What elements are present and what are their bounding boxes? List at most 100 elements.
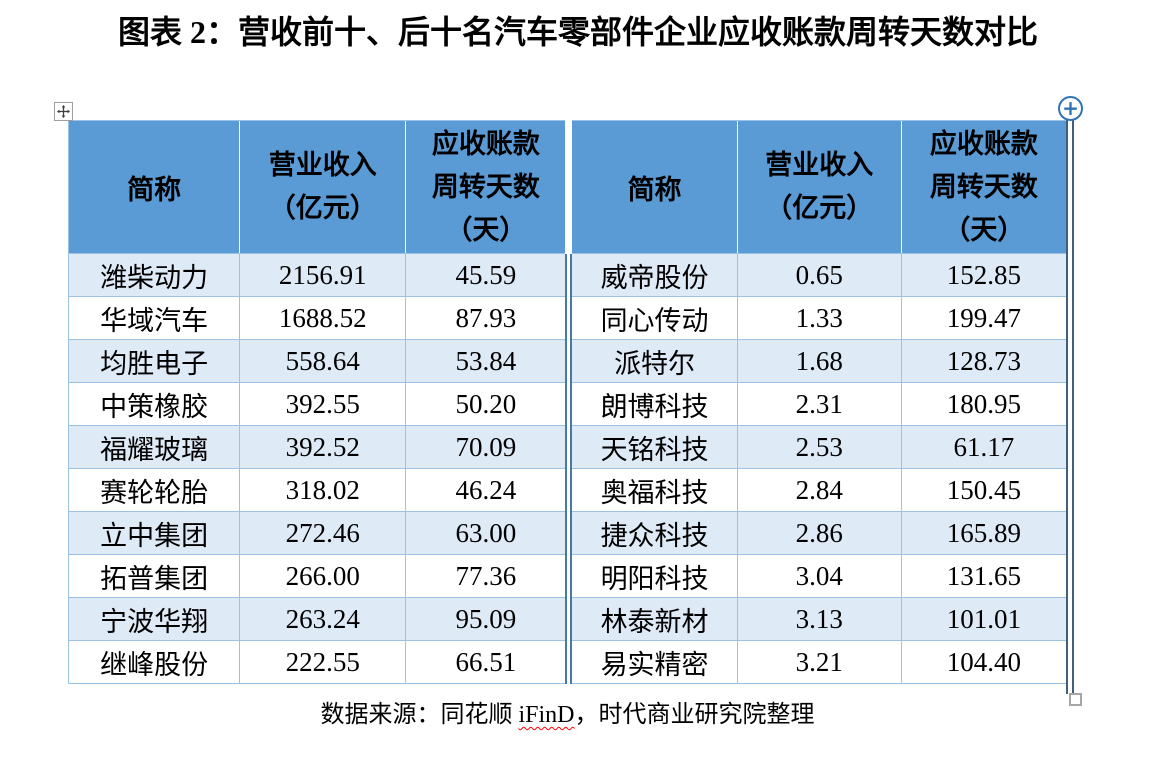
move-cross-icon	[57, 105, 70, 118]
revenue-cell: 318.02	[239, 468, 407, 512]
revenue-cell: 2.86	[736, 511, 902, 555]
company-name-cell: 华域汽车	[67, 296, 241, 340]
company-name-cell: 易实精密	[568, 640, 738, 684]
revenue-cell: 2.31	[736, 382, 902, 426]
company-name-cell: 潍柴动力	[67, 253, 241, 297]
table-row: 华域汽车 1688.52 87.93 同心传动 1.33 199.47	[67, 296, 1068, 340]
revenue-cell: 266.00	[239, 554, 407, 598]
header-line: （亿元）	[268, 193, 377, 223]
revenue-cell: 392.55	[239, 382, 407, 426]
company-name-cell: 继峰股份	[67, 640, 241, 684]
company-name-cell: 福耀玻璃	[67, 425, 241, 469]
header-line: （天）	[943, 214, 1025, 245]
header-revenue-left: 营业收入 （亿元）	[239, 120, 407, 254]
revenue-cell: 222.55	[239, 640, 407, 684]
table-resize-handle[interactable]	[1069, 693, 1082, 706]
figure-title: 图表 2：营收前十、后十名汽车零部件企业应收账款周转天数对比	[117, 14, 1038, 50]
company-name-cell: 威帝股份	[568, 253, 738, 297]
company-name-cell: 拓普集团	[67, 554, 241, 598]
company-name-cell: 奥福科技	[568, 468, 738, 512]
revenue-cell: 2156.91	[239, 253, 407, 297]
header-row: 简称 营业收入 （亿元） 应收账款 周转天数 （天） 简称 营业收入 （亿元）	[68, 120, 1067, 254]
turnover-days-cell: 46.24	[405, 468, 573, 512]
source-tool-name: iFinD	[518, 702, 575, 728]
revenue-cell: 392.52	[239, 425, 407, 469]
revenue-cell: 1688.52	[239, 296, 407, 340]
revenue-cell: 558.64	[239, 339, 407, 383]
turnover-days-cell: 87.93	[405, 296, 573, 340]
company-name-cell: 天铭科技	[568, 425, 738, 469]
table-row: 拓普集团 266.00 77.36 明阳科技 3.04 131.65	[67, 554, 1068, 598]
table-row: 中策橡胶 392.55 50.20 朗博科技 2.31 180.95	[67, 382, 1068, 426]
revenue-cell: 0.65	[736, 253, 902, 297]
turnover-days-cell: 101.01	[900, 597, 1068, 641]
turnover-days-cell: 180.95	[900, 382, 1068, 426]
company-name-cell: 明阳科技	[568, 554, 738, 598]
table-row: 均胜电子 558.64 53.84 派特尔 1.68 128.73	[67, 339, 1068, 383]
table-row: 福耀玻璃 392.52 70.09 天铭科技 2.53 61.17	[67, 425, 1068, 469]
company-name-cell: 朗博科技	[568, 382, 738, 426]
source-prefix: 数据来源：同花顺	[320, 702, 519, 728]
table-row: 继峰股份 222.55 66.51 易实精密 3.21 104.40	[67, 640, 1068, 684]
company-name-cell: 中策橡胶	[67, 382, 241, 426]
revenue-cell: 1.33	[736, 296, 902, 340]
comparison-table: 简称 营业收入 （亿元） 应收账款 周转天数 （天） 简称 营业收入 （亿元）	[67, 120, 1068, 684]
header-turnover-left: 应收账款 周转天数 （天）	[405, 120, 573, 254]
revenue-cell: 1.68	[736, 339, 902, 383]
header-line: （天）	[445, 214, 527, 245]
header-revenue-right: 营业收入 （亿元）	[737, 120, 902, 254]
company-name-cell: 立中集团	[67, 511, 241, 555]
turnover-days-cell: 95.09	[405, 597, 573, 641]
revenue-cell: 3.13	[736, 597, 902, 641]
turnover-days-cell: 77.36	[405, 554, 573, 598]
table-row: 赛轮轮胎 318.02 46.24 奥福科技 2.84 150.45	[67, 468, 1068, 512]
company-name-cell: 均胜电子	[67, 339, 241, 383]
header-turnover-right: 应收账款 周转天数 （天）	[901, 120, 1067, 254]
header-line: 应收账款	[431, 128, 540, 159]
turnover-days-cell: 131.65	[900, 554, 1068, 598]
company-name-cell: 同心传动	[568, 296, 738, 340]
turnover-days-cell: 45.59	[405, 253, 573, 297]
turnover-days-cell: 150.45	[900, 468, 1068, 512]
turnover-days-cell: 63.00	[405, 511, 573, 555]
revenue-cell: 3.04	[736, 554, 902, 598]
turnover-days-cell: 152.85	[900, 253, 1068, 297]
header-line: 营业收入	[268, 150, 377, 180]
revenue-cell: 272.46	[239, 511, 407, 555]
turnover-days-cell: 165.89	[900, 511, 1068, 555]
turnover-days-cell: 50.20	[405, 382, 573, 426]
source-suffix: ，时代商业研究院整理	[574, 702, 815, 728]
company-name-cell: 林泰新材	[568, 597, 738, 641]
turnover-days-cell: 61.17	[900, 425, 1068, 469]
table-row: 宁波华翔 263.24 95.09 林泰新材 3.13 101.01	[67, 597, 1068, 641]
header-line: 应收账款	[929, 128, 1038, 159]
turnover-days-cell: 66.51	[405, 640, 573, 684]
turnover-days-cell: 199.47	[900, 296, 1068, 340]
header-name-right: 简称	[568, 120, 738, 254]
turnover-days-cell: 53.84	[405, 339, 573, 383]
revenue-cell: 2.53	[736, 425, 902, 469]
turnover-days-cell: 70.09	[405, 425, 573, 469]
header-line: （亿元）	[765, 193, 874, 223]
header-line: 周转天数	[929, 171, 1038, 202]
table-right-edge-line	[1066, 120, 1074, 694]
company-name-cell: 赛轮轮胎	[67, 468, 241, 512]
header-line: 周转天数	[431, 171, 540, 202]
table-body: 潍柴动力 2156.91 45.59 威帝股份 0.65 152.85 华域汽车…	[67, 253, 1068, 684]
header-name-left: 简称	[68, 120, 241, 254]
company-name-cell: 捷众科技	[568, 511, 738, 555]
insert-column-plus-icon[interactable]: +	[1058, 96, 1083, 121]
table-move-handle[interactable]	[54, 102, 73, 121]
turnover-days-cell: 128.73	[900, 339, 1068, 383]
data-source-line: 数据来源：同花顺 iFinD，时代商业研究院整理	[68, 699, 1067, 731]
table-row: 立中集团 272.46 63.00 捷众科技 2.86 165.89	[67, 511, 1068, 555]
company-name-cell: 宁波华翔	[67, 597, 241, 641]
turnover-days-cell: 104.40	[900, 640, 1068, 684]
revenue-cell: 263.24	[239, 597, 407, 641]
table-row: 潍柴动力 2156.91 45.59 威帝股份 0.65 152.85	[67, 253, 1068, 297]
revenue-cell: 3.21	[736, 640, 902, 684]
company-name-cell: 派特尔	[568, 339, 738, 383]
header-line: 营业收入	[765, 150, 874, 180]
revenue-cell: 2.84	[736, 468, 902, 512]
